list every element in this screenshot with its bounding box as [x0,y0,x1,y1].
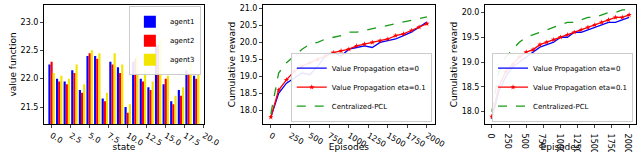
svg-text:20.5: 20.5 [240,21,258,30]
svg-text:1250: 1250 [572,134,581,152]
svg-text:Cumulative reward: Cumulative reward [227,22,237,107]
svg-text:15.0: 15.0 [163,131,183,148]
svg-text:10.0: 10.0 [125,131,145,148]
svg-text:1500: 1500 [589,134,598,152]
svg-text:2000: 2000 [424,131,446,149]
svg-text:Value Propagation eta=0.1: Value Propagation eta=0.1 [332,84,426,92]
svg-text:1000: 1000 [555,134,564,152]
svg-text:17.5: 17.5 [182,131,202,148]
svg-text:18.0: 18.0 [240,106,258,115]
svg-text:18.5: 18.5 [462,83,480,92]
svg-text:19.0: 19.0 [240,72,258,81]
svg-text:7.5: 7.5 [106,131,122,145]
svg-text:250: 250 [503,134,512,149]
svg-text:12.5: 12.5 [144,131,164,148]
svg-text:0: 0 [268,131,277,141]
svg-text:0: 0 [486,134,495,139]
svg-text:21.0: 21.0 [240,4,258,13]
svg-text:23.0: 23.0 [21,18,39,27]
svg-text:19.5: 19.5 [462,33,480,42]
svg-text:Cumulative reward: Cumulative reward [449,22,459,107]
svg-text:18.5: 18.5 [240,89,258,98]
svg-text:1500: 1500 [385,131,407,149]
svg-text:1750: 1750 [404,131,426,149]
svg-text:value function: value function [8,32,18,96]
svg-text:20.0: 20.0 [201,131,221,148]
svg-text:2000: 2000 [623,134,632,152]
svg-text:250: 250 [287,131,305,146]
svg-text:Episodes: Episodes [540,142,580,152]
svg-text:500: 500 [520,134,529,149]
svg-text:20.0: 20.0 [240,38,258,47]
svg-text:21.5: 21.5 [21,103,39,112]
svg-text:5.0: 5.0 [87,131,103,145]
svg-text:500: 500 [307,131,325,146]
svg-text:19.0: 19.0 [462,58,480,67]
svg-text:1750: 1750 [606,134,615,152]
svg-text:agent3: agent3 [170,56,195,64]
svg-text:state: state [113,142,136,152]
svg-text:Value Propagation eta=0: Value Propagation eta=0 [332,65,419,73]
svg-text:20.0: 20.0 [462,8,480,17]
svg-text:agent2: agent2 [170,37,195,45]
svg-text:22.0: 22.0 [21,74,39,83]
svg-text:Centralized-PCL: Centralized-PCL [533,103,588,111]
svg-text:1000: 1000 [346,131,368,149]
svg-text:750: 750 [537,134,546,149]
svg-text:0.0: 0.0 [49,131,65,145]
svg-text:750: 750 [326,131,344,146]
svg-text:18.0: 18.0 [462,107,480,116]
svg-text:19.5: 19.5 [240,55,258,64]
svg-text:Episodes: Episodes [329,142,369,152]
svg-text:Value Propagation eta=0: Value Propagation eta=0 [533,65,620,73]
svg-text:Value Propagation eta=0.1: Value Propagation eta=0.1 [533,84,627,92]
svg-text:agent1: agent1 [170,18,195,26]
svg-text:1250: 1250 [365,131,387,149]
svg-text:2.5: 2.5 [68,131,84,145]
svg-text:Centralized-PCL: Centralized-PCL [332,103,387,111]
svg-text:22.5: 22.5 [21,46,39,55]
